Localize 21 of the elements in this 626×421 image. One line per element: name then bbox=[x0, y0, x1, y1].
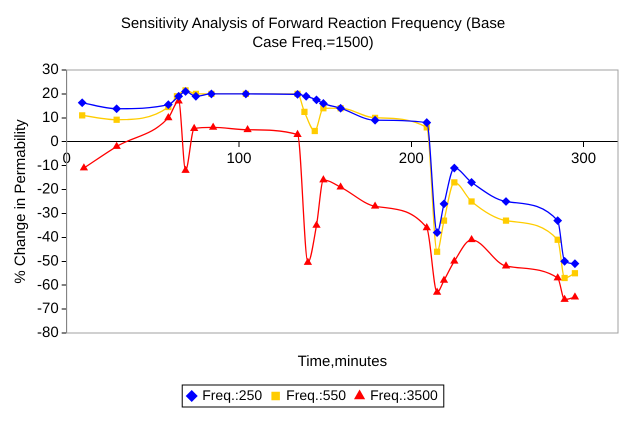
y-tick-label: 10 bbox=[42, 108, 59, 126]
legend-label: Freq.:250 bbox=[202, 386, 262, 403]
y-tick-label: -80 bbox=[36, 324, 59, 342]
legend-label: Freq.:550 bbox=[286, 386, 346, 403]
y-tick-label: 20 bbox=[42, 85, 59, 102]
y-tick-label: -40 bbox=[36, 228, 59, 246]
y-tick-label: 0 bbox=[50, 132, 59, 150]
y-tick-label: -50 bbox=[36, 252, 59, 270]
y-tick-label: -60 bbox=[36, 276, 59, 294]
x-tick-label: 100 bbox=[226, 150, 252, 167]
x-axis-title: Time,minutes bbox=[298, 353, 388, 370]
y-tick-label: -70 bbox=[36, 300, 59, 318]
y-tick-label: 30 bbox=[42, 61, 59, 78]
legend-label: Freq.:3500 bbox=[370, 386, 438, 403]
y-tick-label: -20 bbox=[36, 180, 59, 198]
x-tick-label: 200 bbox=[398, 150, 424, 167]
chart-title: Sensitivity Analysis of Forward Reaction Frequency (Base Case Freq.=1500) bbox=[120, 14, 506, 53]
x-tick-label: 300 bbox=[571, 150, 596, 167]
y-tick-label: -30 bbox=[36, 204, 59, 222]
y-tick-label: -10 bbox=[36, 156, 59, 174]
y-axis-title: % Change in Permability bbox=[12, 118, 30, 284]
